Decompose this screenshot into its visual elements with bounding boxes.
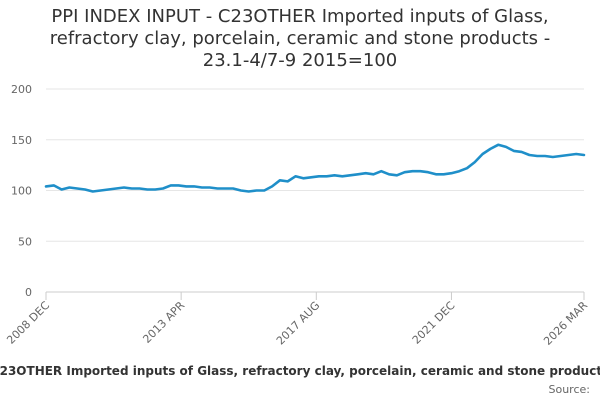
y-grid [46,88,584,242]
series-line[interactable] [44,143,586,193]
y-tick-label: 50 [18,235,32,248]
source-label: Source: [549,383,591,396]
x-tick-label: 2021 DEC [410,299,458,347]
x-tick-label: 2008 DEC [4,299,52,347]
legend-label[interactable]: C23OTHER Imported inputs of Glass, refra… [0,364,600,378]
chart-title-line-3: 23.1-4/7-9 2015=100 [202,50,398,71]
chart-title: PPI INDEX INPUT - C23OTHER Imported inpu… [0,6,600,72]
y-axis-labels: 0 50 100 150 200 [11,83,32,299]
x-tick-label: 2026 MAR [541,299,590,348]
x-axis-labels: 2008 DEC 2013 APR 2017 AUG 2021 DEC 2026 MAR [4,299,590,348]
y-tick-label: 200 [11,83,32,96]
y-tick-label: 0 [25,286,32,299]
y-tick-label: 100 [11,185,32,198]
x-tick-label: 2013 APR [140,299,187,346]
chart-title-line-1: PPI INDEX INPUT - C23OTHER Imported inpu… [51,6,549,27]
x-tick-label: 2017 AUG [274,299,323,348]
y-tick-label: 150 [11,134,32,147]
x-axis-ticks [45,292,585,300]
chart-title-line-2: refractory clay, porcelain, ceramic and … [49,28,551,49]
